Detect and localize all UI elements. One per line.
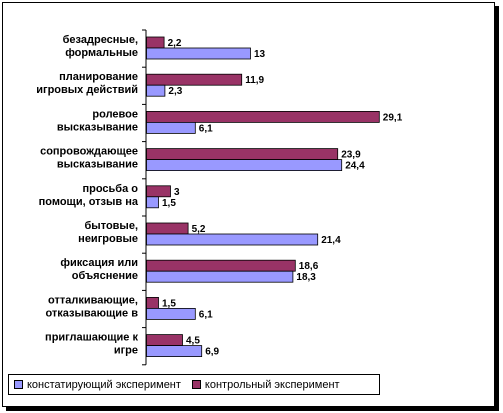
bar-control [146,334,183,347]
bar-ascertaining [146,47,251,60]
bar-control [146,111,380,123]
value-label-ascertaining: 6,1 [199,309,213,320]
value-label-ascertaining: 13 [254,49,266,60]
category-label: отталкивающие, [48,294,138,306]
value-label-ascertaining: 6,9 [205,347,219,358]
legend-item-control: контрольный эксперимент [191,378,340,391]
value-label-control: 23,9 [341,150,361,161]
category-label: бытовые, [85,220,138,232]
category-label: сопровождающее [40,146,138,158]
legend-item-ascertaining: констатирующий эксперимент [14,379,181,391]
value-label-ascertaining: 1,5 [162,198,176,209]
bar-control [146,185,171,198]
category-label: игровых действий [36,84,138,96]
category-label: неигровые [78,233,138,245]
bar-control [146,222,189,235]
bar-ascertaining [146,307,196,320]
legend: констатирующий эксперимент контрольный э… [8,374,380,395]
category-label: формальные [65,47,138,59]
value-label-control: 11,9 [245,75,264,86]
bar-control [146,148,339,161]
bar-ascertaining [146,159,343,172]
bar-ascertaining [146,122,196,134]
value-label-ascertaining: 21,4 [321,235,341,246]
value-label-control: 4,5 [186,336,200,347]
value-label-control: 18,6 [299,261,319,272]
category-label: игре [114,345,138,357]
bar-control [146,296,159,309]
legend-swatch-control [191,380,201,389]
value-label-ascertaining: 2,3 [168,86,182,97]
value-label-control: 1,5 [162,298,176,309]
bar-control [146,259,296,272]
bar-ascertaining [146,196,159,209]
value-label-ascertaining: 6,1 [199,123,213,134]
category-label: объяснение [72,270,138,282]
category-label: ролевое [92,108,138,120]
category-label: высказывание [57,121,138,133]
legend-swatch-ascertaining [14,380,23,389]
bar-control [146,73,243,86]
value-label-control: 3 [174,187,180,198]
category-label: планирование [59,71,138,83]
category-label: помощи, отзыв на [39,196,139,208]
value-label-ascertaining: 24,4 [345,161,365,172]
category-label: фиксация или [60,257,138,269]
legend-label-control: контрольный эксперимент [204,378,340,391]
category-label: высказывание [57,159,138,171]
chart-frame [2,2,495,407]
category-label: отказывающие в [45,307,138,319]
bar-control [146,36,165,49]
value-label-control: 29,1 [383,112,403,123]
category-label: просьба о [82,183,138,195]
value-label-control: 5,2 [192,224,206,235]
category-label: безадресные, [63,34,138,46]
value-label-control: 2,2 [168,38,182,49]
legend-label-ascertaining: констатирующий эксперимент [27,378,181,391]
bar-ascertaining [146,270,294,283]
bar-ascertaining [146,233,319,246]
value-label-ascertaining: 18,3 [296,272,316,283]
bar-ascertaining [146,345,203,358]
bar-ascertaining [146,84,166,97]
category-label: приглашающие к [45,332,138,344]
